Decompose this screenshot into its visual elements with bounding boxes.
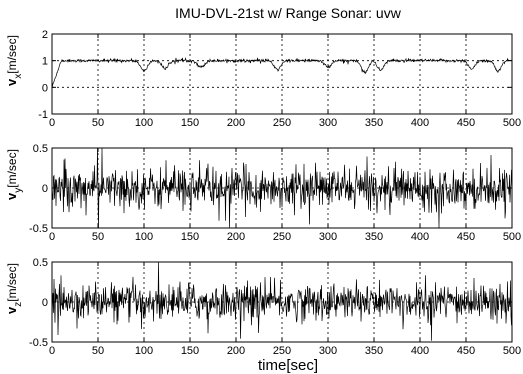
y-tick-label: -1 bbox=[38, 109, 48, 121]
y-axis-label-vx: vx[m/sec] bbox=[4, 35, 24, 86]
chart-panels: 0 50 100 150 200 250 300 350 400 450 500-1012vx[m/… bbox=[4, 29, 521, 357]
y-axis-label-subscript: x bbox=[13, 74, 24, 79]
x-tick-label: 400 bbox=[411, 231, 429, 243]
y-axis-label-variable: v bbox=[4, 306, 19, 314]
x-tick-label: 350 bbox=[365, 231, 383, 243]
x-tick-label: 250 bbox=[273, 231, 291, 243]
panel-vx: 0 50 100 150 200 250 300 350 400 450 500-1012vx[m/… bbox=[4, 29, 521, 129]
chart-title: IMU-DVL-21st w/ Range Sonar: uvw bbox=[175, 5, 402, 21]
x-tick-label: 300 bbox=[319, 231, 337, 243]
x-tick-label: 150 bbox=[181, 345, 199, 357]
y-axis-label-unit: [m/sec] bbox=[5, 263, 19, 302]
y-tick-label: -0.5 bbox=[29, 337, 48, 349]
x-tick-label: 50 bbox=[92, 231, 104, 243]
x-tick-label: 200 bbox=[227, 345, 245, 357]
x-tick-label: 400 bbox=[411, 345, 429, 357]
x-axis-label: time[sec] bbox=[258, 357, 318, 374]
x-tick-label: 300 bbox=[319, 345, 337, 357]
y-tick-label: 0.5 bbox=[33, 257, 48, 269]
y-axis-label-variable: v bbox=[4, 192, 19, 200]
x-tick-label: 100 bbox=[135, 345, 153, 357]
x-tick-label: 50 bbox=[92, 117, 104, 129]
y-tick-label: -0.5 bbox=[29, 223, 48, 235]
y-axis-label-unit: [m/sec] bbox=[5, 149, 19, 188]
series-line-vx bbox=[51, 57, 513, 88]
x-tick-label: 350 bbox=[365, 117, 383, 129]
x-tick-label: 200 bbox=[227, 117, 245, 129]
y-axis-label-vz: vz[m/sec] bbox=[4, 263, 24, 314]
y-axis-label-variable: v bbox=[4, 78, 19, 86]
x-tick-label: 450 bbox=[457, 117, 475, 129]
x-tick-label: 450 bbox=[457, 231, 475, 243]
y-tick-label: 2 bbox=[42, 29, 48, 41]
x-tick-label: 200 bbox=[227, 231, 245, 243]
x-tick-label: 300 bbox=[319, 117, 337, 129]
x-tick-label: 50 bbox=[92, 345, 104, 357]
y-tick-label: 0.5 bbox=[33, 143, 48, 155]
series-line-vy bbox=[51, 147, 513, 229]
y-tick-label: 1 bbox=[42, 56, 48, 68]
x-tick-label: 150 bbox=[181, 117, 199, 129]
x-tick-label: 500 bbox=[503, 345, 521, 357]
x-tick-label: 100 bbox=[135, 231, 153, 243]
y-tick-label: 0 bbox=[42, 183, 48, 195]
x-tick-label: 0 bbox=[49, 345, 55, 357]
panel-vz: 0 50 100 150 200 250 300 350 400 450 500-0.500.5vz… bbox=[4, 257, 521, 357]
x-tick-label: 450 bbox=[457, 345, 475, 357]
x-tick-label: 0 bbox=[49, 231, 55, 243]
x-tick-label: 350 bbox=[365, 345, 383, 357]
x-tick-label: 500 bbox=[503, 117, 521, 129]
x-tick-label: 150 bbox=[181, 231, 199, 243]
x-tick-label: 100 bbox=[135, 117, 153, 129]
panel-vy: 0 50 100 150 200 250 300 350 400 450 500-0.500.5vy… bbox=[4, 143, 521, 243]
x-tick-label: 400 bbox=[411, 117, 429, 129]
y-axis-label-subscript: z bbox=[13, 302, 24, 307]
x-tick-label: 0 bbox=[49, 117, 55, 129]
y-axis-label-vy: vy[m/sec] bbox=[4, 149, 24, 200]
x-tick-label: 250 bbox=[273, 345, 291, 357]
y-tick-label: 0 bbox=[42, 82, 48, 94]
x-tick-label: 250 bbox=[273, 117, 291, 129]
x-tick-label: 500 bbox=[503, 231, 521, 243]
y-axis-label-subscript: y bbox=[13, 188, 24, 193]
y-axis-label-unit: [m/sec] bbox=[5, 35, 19, 74]
series-line-vz bbox=[51, 261, 513, 341]
y-tick-label: 0 bbox=[42, 297, 48, 309]
